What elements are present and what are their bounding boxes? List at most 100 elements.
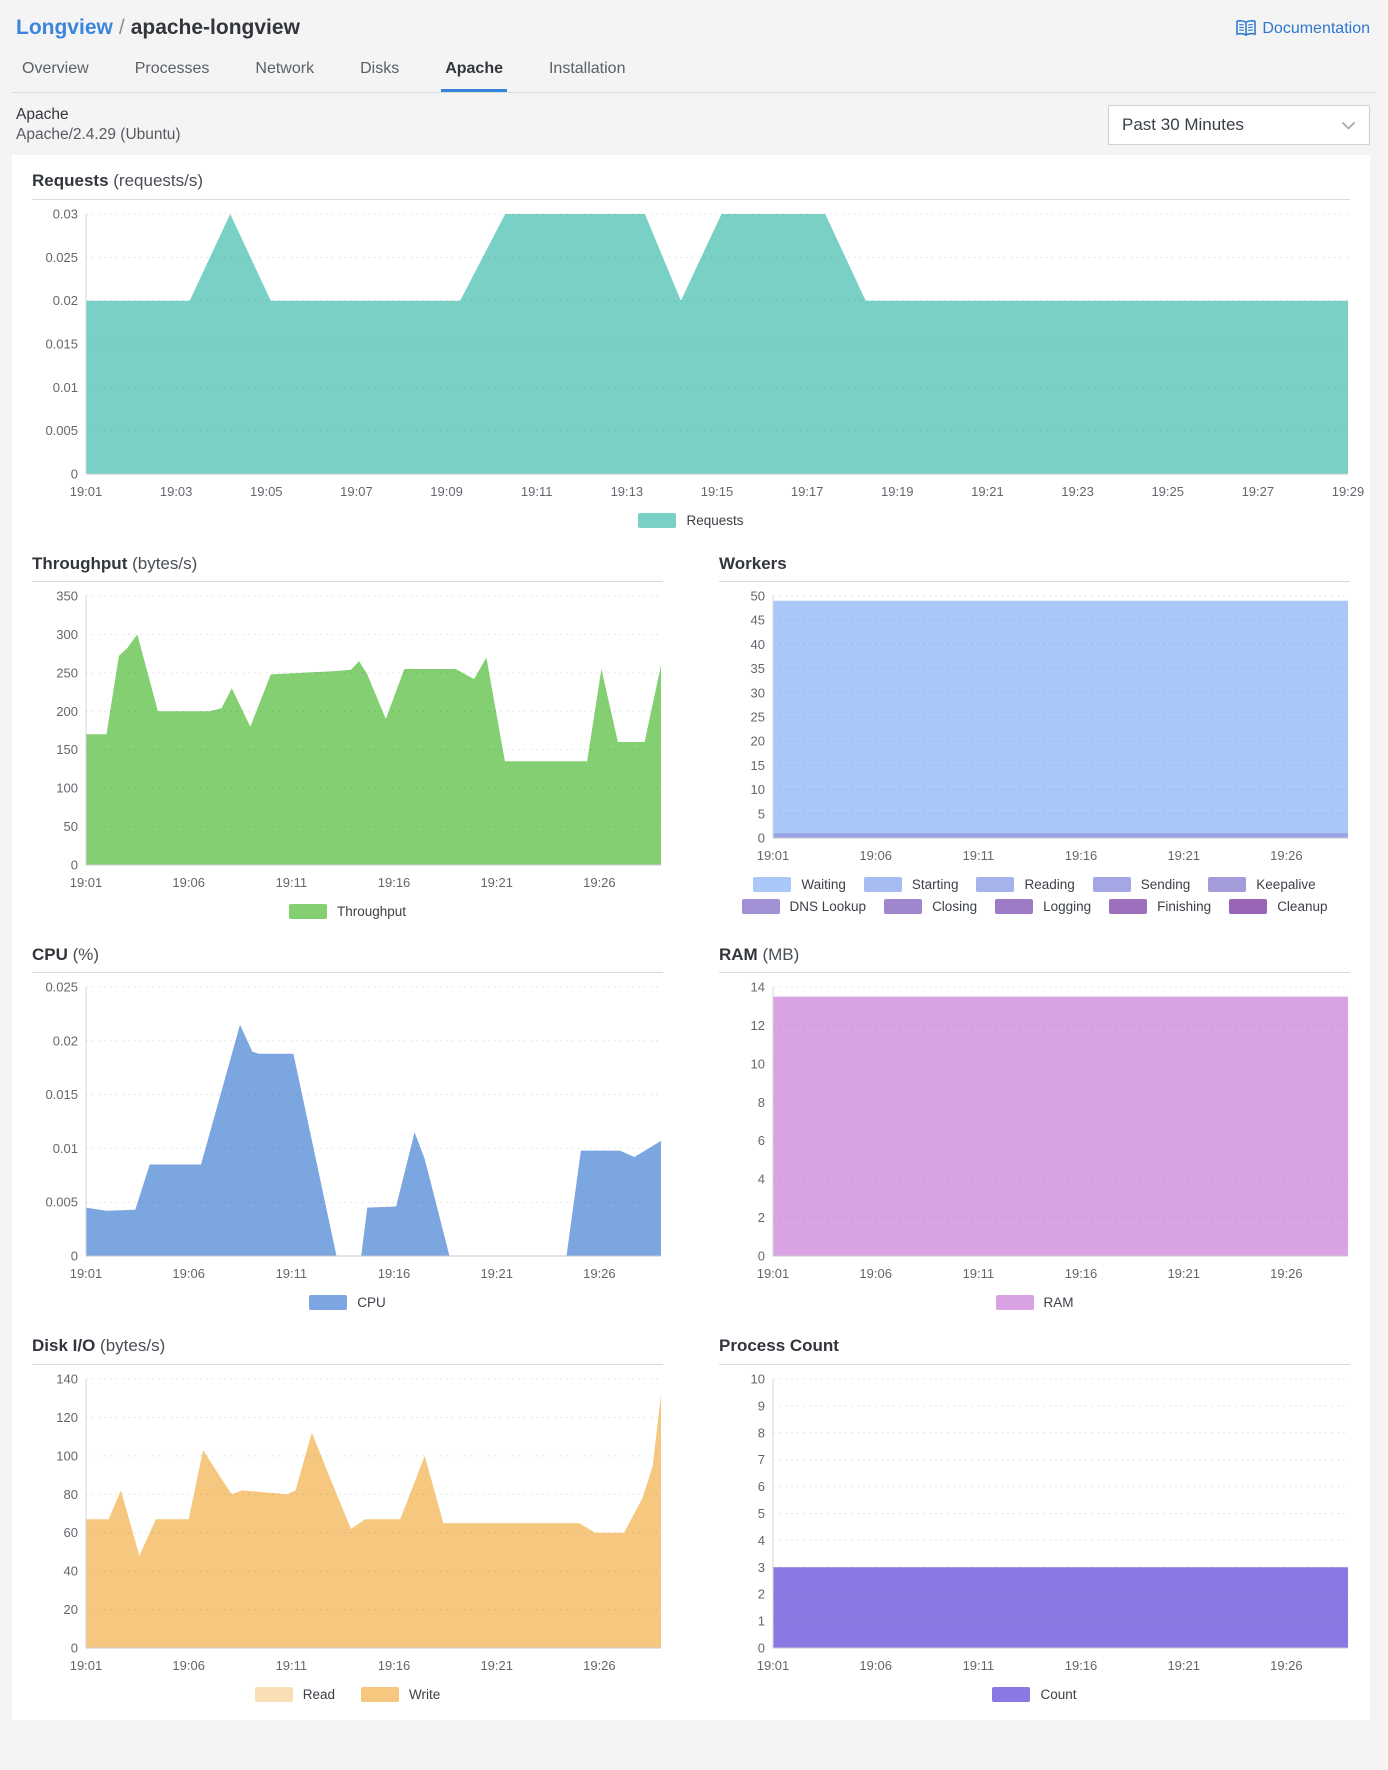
chart-unit-text: (requests/s) bbox=[113, 171, 204, 191]
legend-swatch bbox=[741, 899, 780, 915]
time-range-select[interactable]: Past 30 Minutes bbox=[1108, 105, 1370, 146]
ram-chart: 0 2 4 6 8 10 12 14 19:01 19:06 19:11 19:16 19:21 19:2… bbox=[719, 980, 1350, 1286]
svg-text:300: 300 bbox=[56, 627, 78, 642]
legend-swatch bbox=[1092, 877, 1131, 893]
disk-io-canvas: 0 20 40 60 80 100 120 140 19:01 19:06 19:11 19:16 19… bbox=[56, 1371, 661, 1673]
legend-item-requests: Requests bbox=[638, 512, 744, 528]
cpu-canvas: 0 0.005 0.01 0.015 0.02 0.025 19:01 19:06 19:11 1… bbox=[45, 980, 661, 1281]
svg-text:19:07: 19:07 bbox=[340, 484, 373, 499]
apache-section-title: Apache bbox=[16, 106, 69, 123]
legend-label: DNS Lookup bbox=[789, 899, 867, 915]
svg-text:19:06: 19:06 bbox=[859, 848, 892, 863]
requests-canvas: 0 0.005 0.01 0.015 0.02 0.025 0.03 19:01 19:03 19… bbox=[45, 206, 1364, 499]
title-divider bbox=[719, 972, 1350, 974]
legend-swatch bbox=[992, 1686, 1031, 1702]
svg-text:19:06: 19:06 bbox=[172, 1266, 205, 1281]
workers-legend: Waiting Starting Reading Sending Keepalive DN… bbox=[719, 877, 1350, 915]
legend-item-keepalive: Keepalive bbox=[1208, 877, 1316, 893]
legend-item-finishing: Finishing bbox=[1109, 899, 1212, 915]
ram-chart-section: RAM (MB) 0 2 4 6 8 10 12 14 19:01 19:06 19:11 19:16… bbox=[719, 945, 1350, 1311]
svg-text:19:01: 19:01 bbox=[757, 848, 790, 863]
svg-text:19:21: 19:21 bbox=[971, 484, 1004, 499]
process-count-chart-title: Process Count bbox=[719, 1336, 1350, 1356]
top-bar: Longview / apache-longview Documentation bbox=[0, 0, 1388, 40]
legend-label: Finishing bbox=[1157, 899, 1212, 915]
throughput-chart-title: Throughput (bytes/s) bbox=[32, 554, 663, 574]
tab-installation[interactable]: Installation bbox=[548, 60, 626, 77]
throughput-area-throughput bbox=[86, 634, 661, 866]
tab-disks[interactable]: Disks bbox=[360, 60, 400, 77]
chart-unit-text: (bytes/s) bbox=[132, 553, 198, 573]
svg-text:0: 0 bbox=[758, 1640, 765, 1655]
tab-processes[interactable]: Processes bbox=[134, 60, 210, 77]
documentation-link[interactable]: Documentation bbox=[1235, 19, 1370, 38]
legend-label: Sending bbox=[1140, 877, 1191, 893]
svg-text:0: 0 bbox=[758, 1249, 765, 1264]
title-divider bbox=[719, 1363, 1350, 1365]
svg-text:19:09: 19:09 bbox=[430, 484, 463, 499]
throughput-legend: Throughput bbox=[32, 904, 663, 920]
svg-text:12: 12 bbox=[751, 1018, 765, 1033]
svg-text:25: 25 bbox=[751, 710, 765, 725]
svg-text:4: 4 bbox=[758, 1533, 765, 1548]
cpu-area-cpu bbox=[86, 1025, 661, 1257]
disk-io-legend: Read Write bbox=[32, 1686, 663, 1702]
legend-swatch bbox=[309, 1295, 348, 1311]
svg-text:0: 0 bbox=[71, 858, 78, 873]
legend-row: Waiting Starting Reading Sending Keepalive bbox=[719, 877, 1350, 893]
svg-text:19:21: 19:21 bbox=[1167, 848, 1200, 863]
svg-text:0.025: 0.025 bbox=[45, 250, 78, 265]
cpu-chart-title: CPU (%) bbox=[32, 945, 663, 965]
svg-text:50: 50 bbox=[64, 819, 78, 834]
svg-text:19:01: 19:01 bbox=[70, 875, 103, 890]
svg-text:5: 5 bbox=[758, 1506, 765, 1521]
svg-text:19:05: 19:05 bbox=[250, 484, 283, 499]
legend-label: Starting bbox=[911, 877, 959, 893]
svg-text:50: 50 bbox=[751, 589, 765, 604]
disk-io-chart-section: Disk I/O (bytes/s) 0 20 40 60 80 100 120 140 19:… bbox=[32, 1336, 663, 1702]
chart-unit-text: (%) bbox=[72, 945, 100, 965]
svg-text:19:11: 19:11 bbox=[276, 875, 308, 890]
disk-io-area-write bbox=[86, 1394, 661, 1648]
workers-area-sending bbox=[773, 833, 1348, 839]
legend-item-cpu: CPU bbox=[309, 1295, 386, 1311]
tab-overview[interactable]: Overview bbox=[22, 60, 89, 77]
legend-label: Read bbox=[302, 1686, 335, 1702]
throughput-canvas: 0 50 100 150 200 250 300 350 19:01 19:06 19:11 19:1… bbox=[56, 589, 661, 890]
tab-network[interactable]: Network bbox=[255, 60, 315, 77]
breadcrumb-longview-link[interactable]: Longview bbox=[16, 16, 113, 39]
charts-row-throughput-workers: Throughput (bytes/s) 0 50 100 150 200 250 300 3… bbox=[32, 554, 1350, 920]
svg-text:19:17: 19:17 bbox=[791, 484, 824, 499]
svg-text:80: 80 bbox=[64, 1487, 78, 1502]
svg-text:19:25: 19:25 bbox=[1151, 484, 1184, 499]
svg-text:150: 150 bbox=[56, 742, 78, 757]
cpu-legend: CPU bbox=[32, 1295, 663, 1311]
cpu-chart: 0 0.005 0.01 0.015 0.02 0.025 19:01 19:06 19:11 1… bbox=[32, 980, 663, 1286]
legend-label: Cleanup bbox=[1277, 899, 1328, 915]
tab-apache[interactable]: Apache bbox=[441, 54, 507, 92]
requests-chart: 0 0.005 0.01 0.015 0.02 0.025 0.03 19:01 19:03 19… bbox=[32, 206, 1364, 504]
breadcrumb-current: apache-longview bbox=[130, 16, 300, 39]
svg-text:19:01: 19:01 bbox=[70, 484, 103, 499]
svg-text:19:29: 19:29 bbox=[1332, 484, 1365, 499]
workers-chart: 0 5 10 15 20 25 30 35 40 45 50 19:01 19:06 19:11 19:16… bbox=[719, 589, 1350, 868]
svg-text:0.01: 0.01 bbox=[53, 380, 78, 395]
chevron-down-icon bbox=[1341, 121, 1356, 130]
legend-item-ram: RAM bbox=[995, 1295, 1074, 1311]
chart-unit-text: (bytes/s) bbox=[100, 1336, 166, 1356]
legend-item-reading: Reading bbox=[976, 877, 1075, 893]
svg-text:19:11: 19:11 bbox=[276, 1658, 308, 1673]
legend-item-count: Count bbox=[992, 1686, 1077, 1702]
svg-text:120: 120 bbox=[56, 1410, 78, 1425]
process-count-chart: 0 1 2 3 4 5 6 7 8 9 10 19:01 19:06 19:11 19:16 19:21 19:… bbox=[719, 1371, 1350, 1678]
legend-label: Logging bbox=[1043, 899, 1092, 915]
svg-text:19:21: 19:21 bbox=[480, 875, 513, 890]
svg-text:19:26: 19:26 bbox=[1270, 848, 1303, 863]
chart-title-text: Requests bbox=[32, 171, 109, 191]
legend-item-dns-lookup: DNS Lookup bbox=[741, 899, 867, 915]
svg-text:19:11: 19:11 bbox=[963, 1658, 995, 1673]
svg-text:4: 4 bbox=[758, 1172, 765, 1187]
svg-text:19:27: 19:27 bbox=[1242, 484, 1275, 499]
breadcrumb: Longview / apache-longview bbox=[16, 16, 300, 40]
svg-text:20: 20 bbox=[751, 734, 765, 749]
